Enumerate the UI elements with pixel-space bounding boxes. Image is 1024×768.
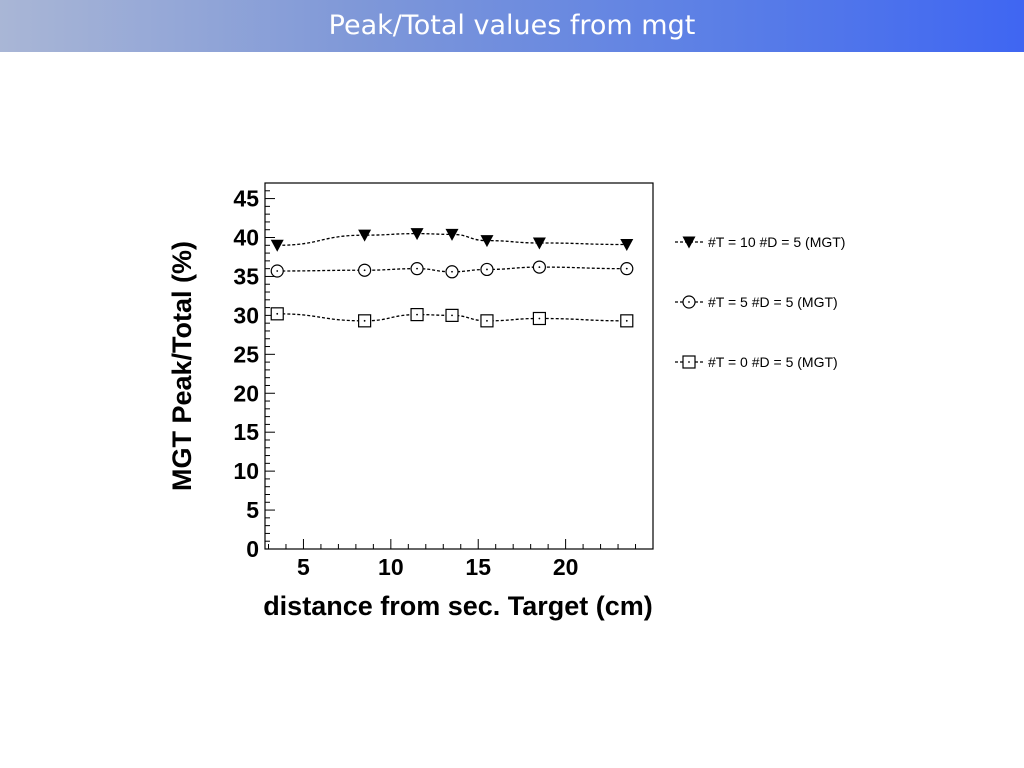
legend: #T = 10 #D = 5 (MGT) #T = 5 #D = 5 (MGT) #…: [675, 234, 845, 370]
marker-dot: [451, 314, 453, 317]
x-tick-label: 5: [297, 554, 310, 580]
data-point: [620, 262, 634, 276]
series-3: [270, 307, 634, 328]
marker-dot: [625, 267, 628, 270]
marker-dot: [486, 268, 488, 271]
marker-dot: [688, 301, 690, 303]
marker-dot: [486, 319, 488, 322]
x-tick-label: 20: [553, 554, 579, 580]
data-point: [445, 308, 459, 322]
marker-dot: [688, 361, 690, 363]
series-layer: [270, 228, 634, 328]
legend-label: #T = 10 #D = 5 (MGT): [708, 234, 845, 250]
marker-dot: [416, 267, 418, 270]
y-tick-label: 0: [246, 536, 259, 562]
title-bar: [0, 0, 1024, 52]
axis-ticks: 0 5 10 15 20 25 30 35 40 45 5 10 15 20: [233, 182, 654, 580]
plot-frame: [264, 182, 654, 550]
x-tick-label: 10: [378, 554, 404, 580]
legend-label: #T = 0 #D = 5 (MGT): [708, 354, 838, 370]
data-point: [445, 228, 459, 241]
data-point: [270, 239, 284, 252]
data-point: [358, 229, 372, 242]
data-point: [270, 307, 284, 321]
data-point: [532, 237, 546, 250]
marker-dot: [363, 269, 366, 272]
y-tick-label: 25: [233, 341, 259, 367]
data-point: [532, 260, 546, 274]
legend-marker: [682, 355, 696, 369]
y-tick-label: 35: [233, 263, 259, 289]
x-axis-title: distance from sec. Target (cm): [263, 591, 653, 621]
data-point: [620, 314, 634, 328]
data-point: [358, 314, 372, 328]
data-point: [620, 239, 634, 252]
marker-dot: [276, 270, 279, 272]
x-tick-label: 15: [465, 554, 491, 580]
y-tick-label: 10: [233, 458, 259, 484]
y-axis-title: MGT Peak/Total (%): [167, 241, 197, 491]
series-2: [270, 260, 634, 279]
legend-marker: [682, 236, 696, 249]
data-point: [410, 228, 424, 241]
legend-entry-2: #T = 5 #D = 5 (MGT): [675, 294, 838, 310]
data-point: [270, 264, 284, 278]
y-tick-label: 30: [233, 302, 259, 328]
marker-dot: [451, 270, 453, 273]
y-tick-label: 45: [233, 186, 259, 212]
marker-dot: [416, 313, 418, 316]
marker-dot: [538, 266, 541, 269]
data-point: [480, 262, 494, 277]
data-point: [410, 308, 424, 322]
marker-dot: [625, 319, 628, 322]
data-point: [532, 311, 546, 326]
legend-marker: [682, 295, 696, 309]
series-1: [270, 228, 634, 252]
marker-dot: [538, 317, 541, 320]
data-point: [410, 262, 424, 276]
y-tick-label: 20: [233, 380, 259, 406]
slide-title: Peak/Total values from mgt: [328, 10, 696, 41]
marker-dot: [276, 312, 279, 315]
y-tick-label: 15: [233, 419, 259, 445]
legend-entry-3: #T = 0 #D = 5 (MGT): [675, 354, 838, 370]
marker-dot: [363, 319, 366, 322]
y-tick-label: 5: [246, 497, 259, 523]
legend-label: #T = 5 #D = 5 (MGT): [708, 294, 838, 310]
y-tick-label: 40: [233, 225, 259, 251]
data-point: [445, 265, 459, 279]
legend-entry-1: #T = 10 #D = 5 (MGT): [675, 234, 845, 250]
data-point: [480, 235, 494, 248]
data-point: [480, 314, 494, 328]
data-point: [358, 263, 372, 277]
